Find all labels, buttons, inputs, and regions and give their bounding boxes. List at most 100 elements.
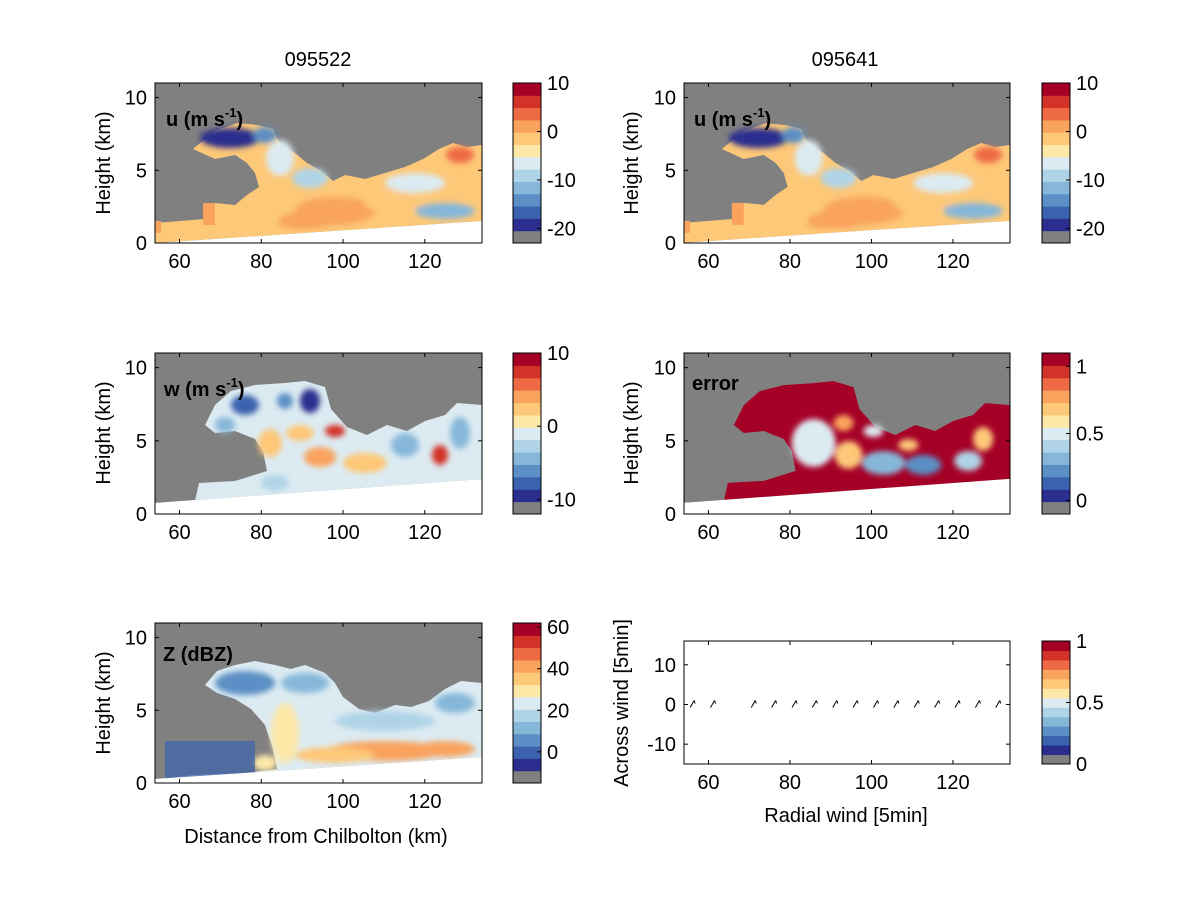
y-axis-label: Height (km) — [621, 111, 643, 214]
colorbar-segment — [513, 439, 541, 453]
colorbar-segment — [513, 402, 541, 416]
plot-frame — [154, 82, 483, 244]
x-tick-label: 120 — [936, 251, 969, 273]
wind-vector — [995, 700, 1002, 708]
x-tick-label: 80 — [250, 791, 272, 813]
colorbar-segment — [1042, 144, 1070, 158]
plot-frame — [683, 352, 1011, 515]
colorbar-segment — [1042, 169, 1070, 182]
isolated-echo — [203, 203, 215, 225]
y-tick-label: 5 — [136, 160, 147, 182]
colorbar-segment — [1042, 365, 1070, 379]
x-tick-label: 120 — [936, 772, 969, 794]
y-tick-label: 10 — [654, 655, 676, 677]
x-tick-label: 60 — [168, 251, 190, 273]
colorbar-segment — [1042, 107, 1070, 121]
colorbar-segment — [513, 132, 541, 146]
colorbar-segment — [1042, 678, 1070, 689]
colorbar-segment — [1042, 745, 1070, 756]
colorbar-segment — [513, 501, 541, 515]
x-tick-label: 80 — [779, 251, 801, 273]
axis-ticks: 60 80 100 120 0 5 10 — [654, 353, 1010, 544]
colorbar-segment — [1042, 83, 1070, 96]
colorbar: 10.50 — [1041, 352, 1104, 515]
wind-vector — [954, 700, 961, 708]
wind-vector — [913, 700, 920, 708]
colorbar-tick-label: 40 — [547, 659, 569, 681]
colorbar-tick-label: -10 — [1076, 170, 1105, 192]
y-tick-label: 10 — [654, 358, 676, 380]
wind-vector — [974, 700, 981, 708]
colorbar-segment — [513, 452, 541, 465]
colorbar-segment — [1042, 641, 1070, 651]
colorbar-tick-label: -20 — [1076, 218, 1105, 240]
wind-vector — [811, 700, 818, 708]
wind-vector — [934, 700, 941, 708]
colorbar-segment — [513, 414, 541, 428]
colorbar-tick-label: 0 — [547, 121, 558, 143]
colorbar-segment — [513, 672, 541, 686]
colorbar-segment — [1042, 353, 1070, 366]
plot-area — [684, 641, 1010, 764]
colorbar-tick-label: 0 — [547, 742, 558, 764]
colorbar-segment — [513, 156, 541, 170]
colorbar-segment — [1042, 726, 1070, 737]
y-tick-label: 0 — [665, 233, 676, 255]
colorbar-frame — [512, 352, 542, 515]
colorbar-segment — [1042, 716, 1070, 727]
colorbar-segment — [513, 476, 541, 490]
y-tick-label: 0 — [665, 504, 676, 526]
colorbar-segment — [1042, 697, 1070, 708]
colorbar-segment — [1042, 501, 1070, 515]
colorbar-tick-label: 0.5 — [1076, 693, 1104, 715]
colorbar-segment — [1042, 707, 1070, 718]
y-axis-label: Across wind [5min] — [611, 619, 633, 787]
panel-label: w (m s-1) — [163, 375, 244, 401]
colorbar-segment — [1042, 181, 1070, 195]
y-tick-label: 0 — [136, 504, 147, 526]
below-horizon-mask — [155, 757, 482, 783]
colorbar-tick-label: 10 — [1076, 73, 1098, 95]
x-tick-label: 120 — [408, 791, 441, 813]
x-tick-label: 120 — [408, 522, 441, 544]
colorbar-segment — [513, 635, 541, 649]
colorbar-segment — [1042, 735, 1070, 746]
colorbar-segment — [1042, 390, 1070, 404]
wind-vector — [832, 700, 839, 708]
x-tick-label: 100 — [326, 522, 359, 544]
axis-ticks: 60 80 100 120 0 5 10 — [125, 353, 482, 544]
panel-label: error — [692, 373, 739, 395]
colorbar-segment — [513, 83, 541, 96]
y-tick-label: 0 — [136, 773, 147, 795]
x-tick-label: 80 — [250, 251, 272, 273]
isolated-echo — [155, 221, 161, 233]
y-tick-label: 5 — [136, 700, 147, 722]
wind-vector — [873, 700, 879, 708]
below-horizon-mask — [155, 221, 482, 243]
y-tick-label: 10 — [125, 88, 147, 110]
plot-frame — [154, 622, 483, 784]
below-horizon-mask — [155, 479, 482, 514]
colorbar-segment — [513, 647, 541, 661]
plot-area — [684, 83, 1010, 243]
wind-vector — [710, 700, 716, 708]
panel-label: u (m s-1) — [694, 105, 771, 131]
colorbar-tick-label: -20 — [547, 218, 576, 240]
wind-vector — [689, 700, 696, 708]
colorbar-tick-label: 20 — [547, 700, 569, 722]
colorbar-segment — [1042, 193, 1070, 207]
x-tick-label: 100 — [855, 522, 888, 544]
colorbar-tick-label: 10 — [547, 343, 569, 365]
y-tick-label: 10 — [654, 88, 676, 110]
colorbar-segment — [513, 181, 541, 195]
y-tick-label: 5 — [665, 431, 676, 453]
colorbar-segment — [513, 193, 541, 207]
axis-ticks: 60 80 100 120 0 5 10 — [125, 623, 482, 813]
plot-area — [684, 353, 1010, 514]
colorbar-segment — [513, 218, 541, 232]
x-tick-label: 100 — [855, 772, 888, 794]
